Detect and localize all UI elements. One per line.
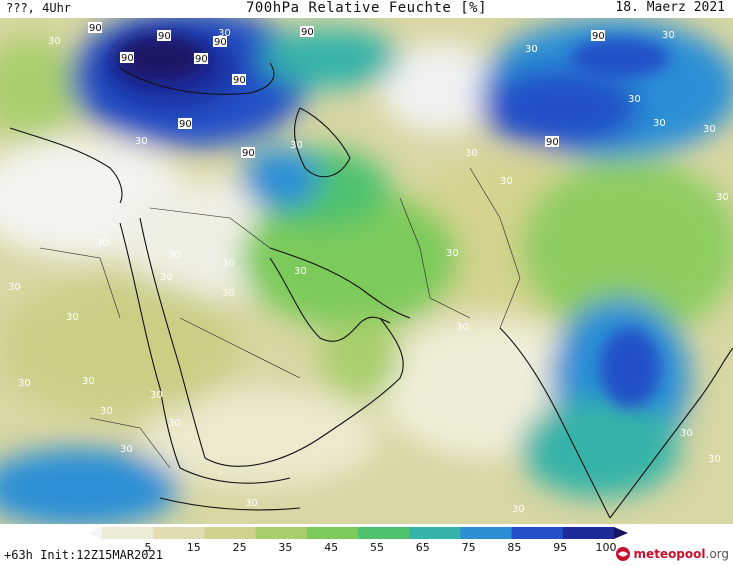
label-90-h: 90 xyxy=(241,147,255,159)
contour-label: 30 xyxy=(512,504,525,515)
logo-tld: .org xyxy=(705,547,730,561)
label-90-e: 90 xyxy=(213,36,227,48)
contour-label: 90 xyxy=(195,54,208,65)
contour-label: 30 xyxy=(96,238,109,249)
colorbar-segment xyxy=(153,527,205,539)
colorbar-tick-label: 65 xyxy=(415,541,430,554)
forecast-init-label: +63h Init:12Z15MAR2021 xyxy=(4,548,163,562)
label-90-k: 90 xyxy=(300,26,314,38)
contour-label: 30 xyxy=(294,266,307,277)
contour-label: 30 xyxy=(135,136,148,147)
label-90-f: 90 xyxy=(232,74,246,86)
colorbar-segment xyxy=(306,527,359,539)
colorbar-segment xyxy=(204,527,257,539)
contour-label: 30 xyxy=(680,428,693,439)
colorbar-tick-label: 25 xyxy=(232,541,247,554)
colorbar-segment xyxy=(255,527,308,539)
contour-label: 30 xyxy=(525,44,538,55)
colorbar-segment xyxy=(511,527,564,539)
contour-label: 30 xyxy=(716,192,729,203)
contour-label: 90 xyxy=(89,23,102,34)
colorbar-tip-high xyxy=(614,527,628,539)
contour-label: 90 xyxy=(242,148,255,159)
colorbar-tick-label: 5 xyxy=(144,541,152,554)
contour-label: 30 xyxy=(160,272,173,283)
colorbar-segment xyxy=(102,527,154,539)
contour-label: 30 xyxy=(82,376,95,387)
contour-label: 30 xyxy=(150,390,163,401)
contour-label: 90 xyxy=(592,31,605,42)
contour-label: 30 xyxy=(653,118,666,129)
label-90-c: 90 xyxy=(120,52,134,64)
colorbar-tick-label: 45 xyxy=(324,541,339,554)
colorbar-tick-label: 15 xyxy=(186,541,201,554)
contour-label: 30 xyxy=(628,94,641,105)
contour-label: 30 xyxy=(662,30,675,41)
contour-label: 30 xyxy=(500,176,513,187)
contour-label: 30 xyxy=(703,124,716,135)
contour-label: 30 xyxy=(465,148,478,159)
logo-globe-icon xyxy=(615,547,630,561)
colorbar-tick-label: 95 xyxy=(553,541,568,554)
contour-label: 90 xyxy=(158,31,171,42)
contour-label: 90 xyxy=(546,137,559,148)
colorbar-segment xyxy=(562,527,615,539)
colorbar-tick-label: 55 xyxy=(370,541,384,554)
contour-label: 90 xyxy=(301,27,314,38)
contour-label: 30 xyxy=(18,378,31,389)
colorbar-segment xyxy=(358,527,410,539)
contour-label: 30 xyxy=(222,258,235,269)
colorbar xyxy=(88,527,628,539)
contour-label: 30 xyxy=(100,406,113,417)
contour-label: 30 xyxy=(168,418,181,429)
contour-label: 30 xyxy=(66,312,79,323)
colorbar-tick-label: 85 xyxy=(507,541,522,554)
colorbar-tick-label: 35 xyxy=(278,541,293,554)
label-90-g: 90 xyxy=(178,118,192,130)
contour-label: 30 xyxy=(222,288,235,299)
contour-label: 30 xyxy=(218,28,231,39)
colorbar-segment xyxy=(460,527,513,539)
humidity-field xyxy=(0,18,733,524)
contour-label: 30 xyxy=(8,282,21,293)
contour-label: 30 xyxy=(456,322,469,333)
label-90-b: 90 xyxy=(157,30,171,42)
contour-label: 90 xyxy=(121,53,134,64)
borders xyxy=(39,167,521,469)
contour-labels: 90 90 90 90 90 90 90 90 90 90 90 30 30 3… xyxy=(8,22,729,515)
colorbar-tick-label: 75 xyxy=(461,541,476,554)
humidity-map: 90 90 90 90 90 90 90 90 90 90 90 30 30 3… xyxy=(0,18,733,524)
contour-label: 90 xyxy=(233,75,246,86)
map-title: 700hPa Relative Feuchte [%] xyxy=(245,0,488,16)
contour-label: 30 xyxy=(708,454,721,465)
contour-label: 30 xyxy=(290,140,303,151)
coastlines xyxy=(9,62,733,519)
contour-label: 30 xyxy=(120,444,133,455)
contour-label: 30 xyxy=(48,36,61,47)
valid-date: 18. Maerz 2021 xyxy=(615,0,725,15)
label-90-d: 90 xyxy=(194,53,208,65)
colorbar-segment xyxy=(409,527,461,539)
logo-text: meteopool xyxy=(633,547,706,561)
colorbar-tip-low xyxy=(88,527,102,539)
contour-label: 90 xyxy=(179,119,192,130)
contour-label: 30 xyxy=(245,498,258,509)
run-label: ???, 4Uhr xyxy=(6,1,72,15)
contour-label: 30 xyxy=(446,248,459,259)
meteopool-logo[interactable]: meteopool.org xyxy=(615,546,729,562)
contour-label: 30 xyxy=(168,250,181,261)
colorbar-tick-label: 100 xyxy=(595,541,617,554)
contour-label: 90 xyxy=(214,37,227,48)
label-90-j: 90 xyxy=(545,136,559,148)
label-90-i: 90 xyxy=(591,30,605,42)
label-90-a: 90 xyxy=(88,22,102,34)
